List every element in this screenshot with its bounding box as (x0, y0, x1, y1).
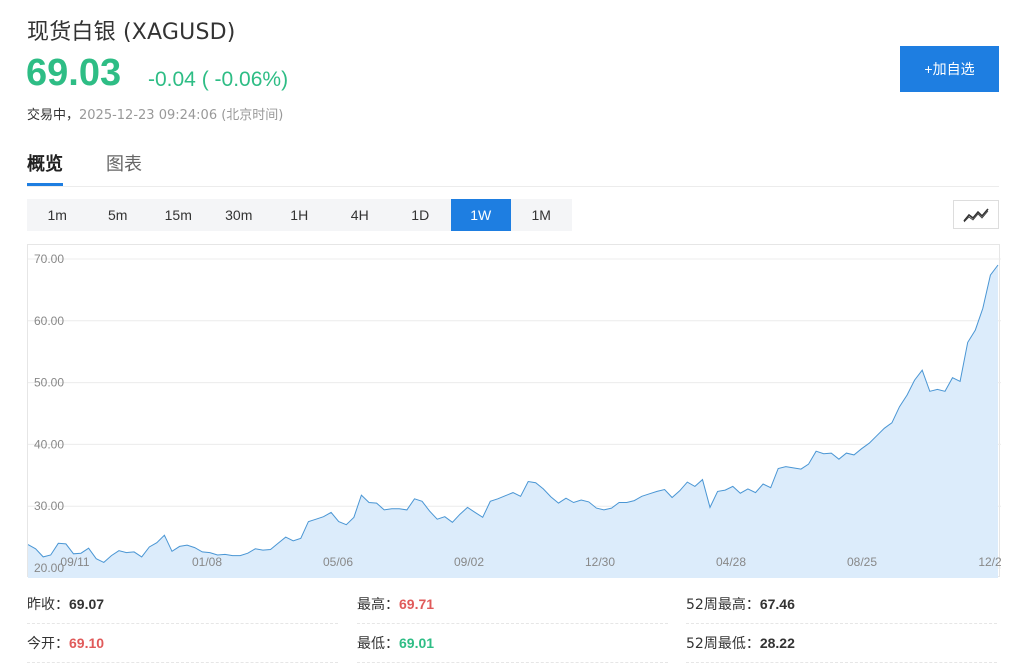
x-tick-label: 05/06 (323, 555, 353, 569)
x-tick-label: 04/28 (716, 555, 746, 569)
stat-52w-low: 52周最低： 28.22 (686, 624, 997, 663)
tab-bar: 概览 图表 (27, 150, 999, 187)
y-tick-label: 50.00 (34, 376, 64, 390)
stat-low: 最低： 69.01 (357, 624, 668, 663)
y-tick-label: 70.00 (34, 252, 64, 266)
x-tick-label: 12/2 (978, 555, 1001, 569)
time-range-selector: 1m 5m 15m 30m 1H 4H 1D 1W 1M (27, 199, 572, 231)
stat-high: 最高： 69.71 (357, 585, 668, 624)
stat-value: 69.07 (69, 596, 105, 612)
stat-52w-high: 52周最高： 67.46 (686, 585, 997, 624)
status-label: 交易中， (27, 108, 80, 123)
range-1m-button[interactable]: 1m (47, 207, 67, 223)
price-change: -0.04 ( -0.06%) (148, 68, 289, 91)
price-series-line (28, 264, 999, 563)
x-tick-label: 08/25 (847, 555, 877, 569)
range-15m-button[interactable]: 15m (164, 207, 192, 223)
stat-label: 昨收： (27, 597, 69, 613)
y-tick-label: 40.00 (34, 437, 64, 451)
range-1h-button[interactable]: 1H (290, 207, 309, 223)
y-tick-label: 20.00 (34, 561, 64, 575)
x-tick-label: 12/30 (585, 555, 615, 569)
last-price: 69.03 (26, 52, 122, 94)
x-tick-label: 09/11 (60, 555, 89, 569)
stat-prev-close: 昨收： 69.07 (27, 585, 338, 624)
range-30m-button[interactable]: 30m (225, 207, 253, 223)
stat-label: 52周最高： (686, 597, 760, 613)
stat-label: 最低： (357, 636, 399, 652)
instrument-title: 现货白银 (XAGUSD) (27, 20, 236, 45)
range-5m-button[interactable]: 5m (108, 207, 128, 223)
y-tick-label: 60.00 (34, 314, 64, 328)
line-chart-icon (963, 207, 989, 222)
price-chart[interactable]: 70.00 60.00 50.00 40.00 30.00 20.00 09/11 01/08… (27, 244, 1001, 578)
chart-type-toggle[interactable] (953, 200, 999, 229)
stat-label: 最高： (357, 597, 399, 613)
stat-value: 67.46 (759, 596, 795, 612)
range-1d-button[interactable]: 1D (411, 207, 430, 223)
add-to-watchlist-button[interactable]: +加自选 (900, 46, 999, 92)
stat-value: 69.10 (69, 635, 105, 651)
stat-label: 52周最低： (686, 636, 760, 652)
range-1w-button[interactable]: 1W (450, 199, 511, 231)
range-4h-button[interactable]: 4H (350, 207, 369, 223)
stat-value: 69.71 (399, 596, 435, 612)
trading-status: 交易中，2025-12-23 09:24:06 (北京时间) (27, 104, 283, 123)
x-tick-label: 09/02 (454, 555, 484, 569)
stat-value: 69.01 (399, 635, 435, 651)
range-1mo-button[interactable]: 1M (531, 207, 551, 223)
x-tick-label: 01/08 (192, 555, 222, 569)
tab-overview[interactable]: 概览 (27, 150, 63, 186)
stat-label: 今开： (27, 636, 69, 652)
quote-timestamp: 2025-12-23 09:24:06 (北京时间) (79, 108, 284, 123)
stat-open: 今开： 69.10 (27, 624, 338, 663)
tab-chart[interactable]: 图表 (106, 154, 142, 175)
y-tick-label: 30.00 (34, 499, 64, 513)
stat-value: 28.22 (759, 635, 795, 651)
price-area-fill (28, 265, 998, 578)
